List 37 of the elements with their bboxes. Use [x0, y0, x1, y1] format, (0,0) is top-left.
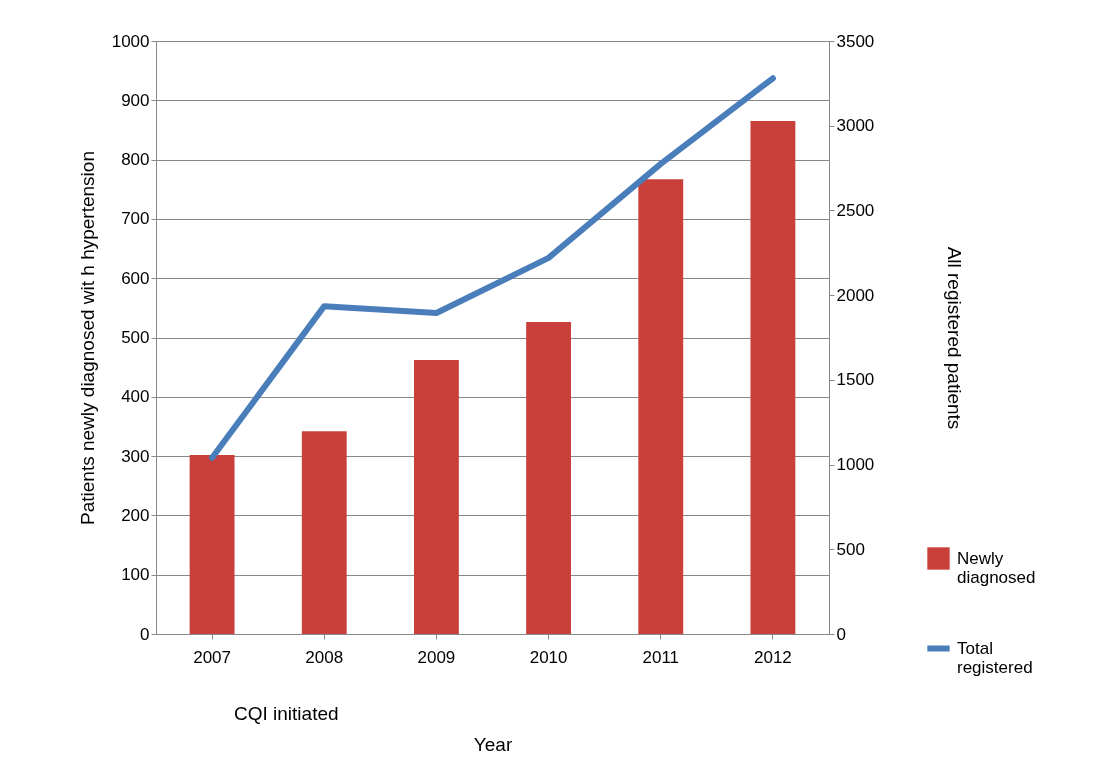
bar	[638, 179, 684, 634]
y-tick-label: 500	[121, 328, 150, 347]
x-axis-title: Year	[473, 733, 513, 755]
y2-tick-label: 3500	[836, 31, 875, 51]
y2-tick-label: 1500	[836, 370, 875, 390]
y-tick-label: 700	[121, 209, 150, 229]
y2-tick-label: 3000	[836, 116, 875, 136]
y2-tick-label: 500	[836, 539, 865, 559]
x-tick-label: 2012	[754, 647, 792, 667]
x-tick-label: 2007	[193, 647, 231, 667]
y-tick-label: 200	[121, 505, 150, 525]
legend-label: Newly diagnosed	[957, 548, 1036, 587]
x-tick-label: 2010	[529, 647, 568, 667]
y-tick-label: 400	[121, 387, 150, 407]
bar	[189, 454, 235, 634]
y-axis-title: Patients newly diagnosed wit h hypertension	[76, 151, 98, 525]
y2-tick-label: 0	[836, 624, 846, 644]
y2-tick-label: 2000	[836, 285, 875, 305]
bar	[750, 121, 796, 634]
x-tick-label: 2008	[305, 647, 344, 667]
y2-tick-label: 1000	[836, 455, 875, 475]
y-tick-label: 300	[121, 446, 150, 466]
y-tick-label: 1000	[111, 31, 150, 51]
y-tick-label: 900	[121, 90, 150, 110]
legend-label: Total registered	[957, 638, 1033, 677]
y-tick-label: 100	[121, 565, 150, 585]
y-tick-label: 0	[140, 624, 150, 644]
bar	[301, 431, 347, 634]
y-tick-label: 800	[121, 150, 150, 170]
y-tick-label: 600	[121, 268, 150, 288]
x-tick-label: 2011	[642, 647, 680, 667]
y2-axis-title: All registered patients	[944, 246, 966, 430]
x-tick-label: 2009	[417, 647, 456, 667]
bar	[413, 360, 459, 634]
y2-tick-label: 2500	[836, 200, 875, 220]
text: CQI initiated	[234, 703, 339, 724]
bar	[526, 322, 572, 634]
